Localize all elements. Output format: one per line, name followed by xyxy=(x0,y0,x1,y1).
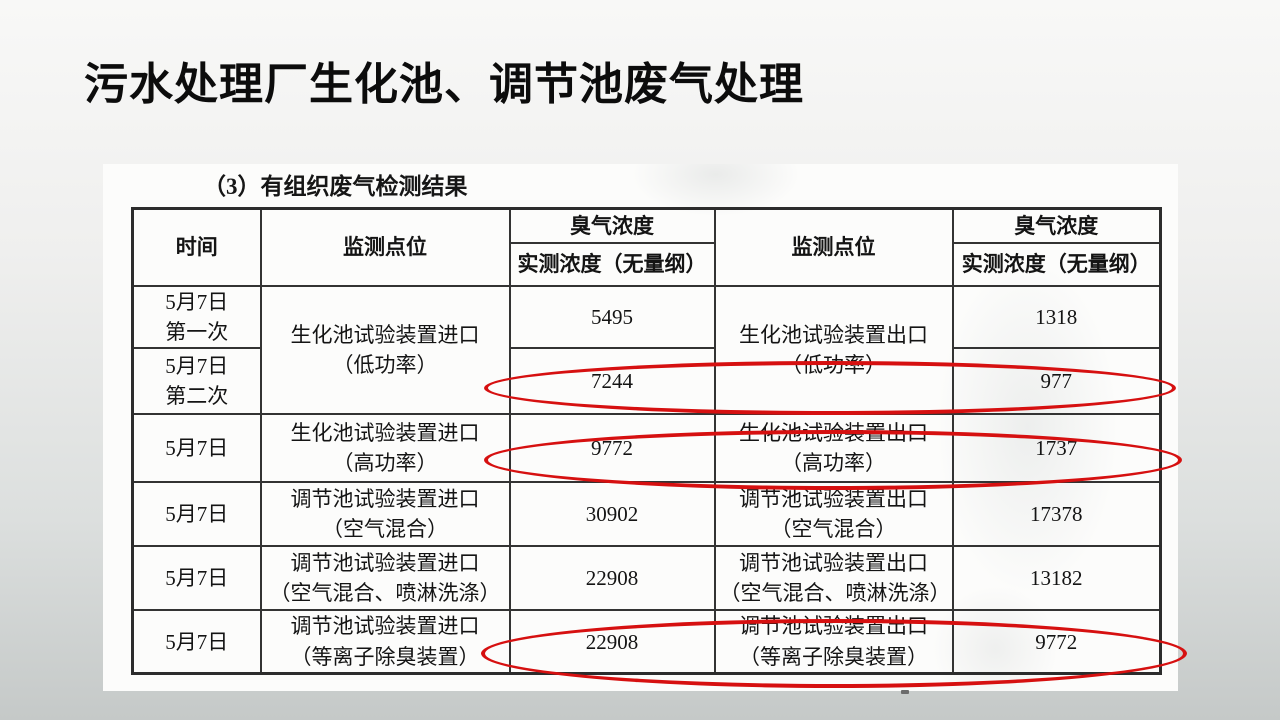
monitor-out-mode: （低功率） xyxy=(781,352,886,377)
monitor-out-mode: （高功率） xyxy=(781,451,886,476)
time-line1: 5月7日 xyxy=(165,353,229,378)
monitor-in-cell: 调节池试验装置进口 （空气混合） xyxy=(259,481,511,548)
monitor-in-name: 调节池试验装置进口 xyxy=(290,550,480,575)
monitor-in-name: 调节池试验装置进口 xyxy=(290,614,480,639)
table-row: 5月7日 调节池试验装置进口 （空气混合、喷淋洗涤） 22908 调节池试验装置… xyxy=(131,545,1162,612)
value-out-cell: 17378 xyxy=(951,481,1162,548)
monitor-in-mode: （空气混合、喷淋洗涤） xyxy=(269,581,501,606)
header-monitor-point-in: 监测点位 xyxy=(259,207,511,287)
header-time: 时间 xyxy=(131,207,262,287)
monitor-out-mode: （空气混合、喷淋洗涤） xyxy=(719,581,951,606)
value-in-cell: 22908 xyxy=(508,545,716,612)
monitor-in-name: 生化池试验装置进口 xyxy=(290,322,480,347)
value-in-cell: 7244 xyxy=(508,347,716,416)
scan-artifact-mark xyxy=(901,690,909,694)
table-caption: （3）有组织废气检测结果 xyxy=(203,174,468,199)
monitor-out-cell: 生化池试验装置出口 （低功率） xyxy=(713,284,954,416)
time-line2: 第一次 xyxy=(165,319,229,344)
monitor-out-name: 调节池试验装置出口 xyxy=(739,486,928,511)
monitor-in-cell: 生化池试验装置进口 （高功率） xyxy=(259,413,511,484)
header-measured-out: 实测浓度（无量纲） xyxy=(951,241,1162,287)
monitor-out-cell: 调节池试验装置出口 （空气混合、喷淋洗涤） xyxy=(713,545,954,612)
monitor-in-cell: 调节池试验装置进口 （等离子除臭装置） xyxy=(259,609,511,675)
monitor-in-mode: （空气混合） xyxy=(322,517,448,542)
monitor-out-cell: 生化池试验装置出口 （高功率） xyxy=(713,413,954,484)
value-in-cell: 9772 xyxy=(508,413,716,484)
monitor-out-name: 生化池试验装置出口 xyxy=(739,322,928,347)
value-out-cell: 977 xyxy=(951,347,1162,416)
table-row: 5月7日 调节池试验装置进口 （空气混合） 30902 调节池试验装置出口 （空… xyxy=(131,481,1162,548)
time-cell: 5月7日 xyxy=(131,413,262,484)
monitor-in-name: 生化池试验装置进口 xyxy=(290,420,480,445)
monitor-in-cell: 调节池试验装置进口 （空气混合、喷淋洗涤） xyxy=(259,545,511,612)
header-odor-concentration-out: 臭气浓度 xyxy=(951,207,1162,244)
table-row: 5月7日 调节池试验装置进口 （等离子除臭装置） 22908 调节池试验装置出口… xyxy=(131,609,1162,675)
time-line1: 5月7日 xyxy=(165,289,229,314)
table-row: 5月7日 第一次 生化池试验装置进口 （低功率） 5495 生化池试验装置出口 … xyxy=(131,284,1162,416)
results-table: 时间 监测点位 臭气浓度 监测点位 臭气浓度 实测浓度（无量纲） 实测浓度（无量… xyxy=(131,207,1162,676)
monitor-out-mode: （等离子除臭装置） xyxy=(739,644,928,669)
scanned-table-image: （3）有组织废气检测结果 时间 监测点位 臭气浓度 监测点位 臭气浓度 实测浓度… xyxy=(103,164,1178,691)
value-in-cell: 5495 xyxy=(508,284,716,350)
monitor-in-cell: 生化池试验装置进口 （低功率） xyxy=(259,284,511,416)
monitor-in-mode: （等离子除臭装置） xyxy=(290,644,480,669)
header-monitor-point-out: 监测点位 xyxy=(713,207,954,287)
monitor-out-name: 调节池试验装置出口 xyxy=(739,614,928,639)
time-cell: 5月7日 xyxy=(131,545,262,612)
time-cell: 5月7日 xyxy=(131,481,262,548)
value-out-cell: 13182 xyxy=(951,545,1162,612)
value-out-cell: 9772 xyxy=(951,609,1162,675)
table-row: 5月7日 生化池试验装置进口 （高功率） 9772 生化池试验装置出口 （高功率… xyxy=(131,413,1162,484)
value-out-cell: 1318 xyxy=(951,284,1162,350)
monitor-out-name: 调节池试验装置出口 xyxy=(739,550,928,575)
header-odor-concentration-in: 臭气浓度 xyxy=(508,207,716,244)
value-out-cell: 1737 xyxy=(951,413,1162,484)
monitor-in-mode: （低功率） xyxy=(332,352,438,377)
monitor-out-cell: 调节池试验装置出口 （等离子除臭装置） xyxy=(713,609,954,675)
value-in-cell: 30902 xyxy=(508,481,716,548)
time-cell: 5月7日 第一次 xyxy=(131,284,262,350)
time-cell: 5月7日 第二次 xyxy=(131,347,262,416)
time-line2: 第二次 xyxy=(165,384,229,409)
monitor-in-name: 调节池试验装置进口 xyxy=(290,486,480,511)
monitor-out-name: 生化池试验装置出口 xyxy=(739,420,928,445)
header-measured-in: 实测浓度（无量纲） xyxy=(508,241,716,287)
slide-title: 污水处理厂生化池、调节池废气处理 xyxy=(84,60,804,109)
value-in-cell: 22908 xyxy=(508,609,716,675)
time-cell: 5月7日 xyxy=(131,609,262,675)
monitor-in-mode: （高功率） xyxy=(332,451,438,476)
monitor-out-cell: 调节池试验装置出口 （空气混合） xyxy=(713,481,954,548)
monitor-out-mode: （空气混合） xyxy=(770,517,897,542)
